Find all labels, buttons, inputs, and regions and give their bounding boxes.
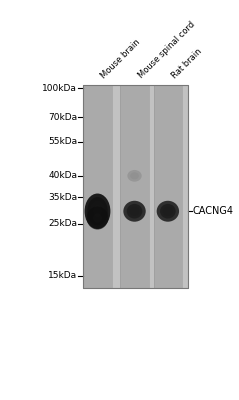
Text: 55kDa: 55kDa <box>48 138 77 146</box>
Text: 15kDa: 15kDa <box>48 272 77 280</box>
Ellipse shape <box>87 206 108 230</box>
Ellipse shape <box>130 172 139 179</box>
Bar <box>83 85 188 288</box>
Ellipse shape <box>85 194 110 229</box>
Text: Rat brain: Rat brain <box>170 47 203 80</box>
Ellipse shape <box>90 201 105 222</box>
Bar <box>120 85 149 288</box>
Text: 70kDa: 70kDa <box>48 113 77 122</box>
Text: 100kDa: 100kDa <box>42 84 77 92</box>
Ellipse shape <box>163 206 173 216</box>
Ellipse shape <box>87 197 108 226</box>
Ellipse shape <box>90 210 105 226</box>
Ellipse shape <box>127 170 142 182</box>
Ellipse shape <box>93 205 102 218</box>
Bar <box>153 85 182 288</box>
Ellipse shape <box>123 201 146 222</box>
Text: Mouse brain: Mouse brain <box>99 37 142 80</box>
Text: Mouse spinal cord: Mouse spinal cord <box>136 20 196 80</box>
Ellipse shape <box>93 213 102 223</box>
Ellipse shape <box>157 201 179 222</box>
Ellipse shape <box>130 206 140 216</box>
Text: 35kDa: 35kDa <box>48 193 77 202</box>
Ellipse shape <box>160 204 176 218</box>
Bar <box>83 85 188 288</box>
Text: 40kDa: 40kDa <box>48 171 77 180</box>
Text: CACNG4: CACNG4 <box>193 206 234 216</box>
Bar <box>83 85 112 288</box>
Ellipse shape <box>127 204 142 218</box>
Text: 25kDa: 25kDa <box>48 219 77 228</box>
